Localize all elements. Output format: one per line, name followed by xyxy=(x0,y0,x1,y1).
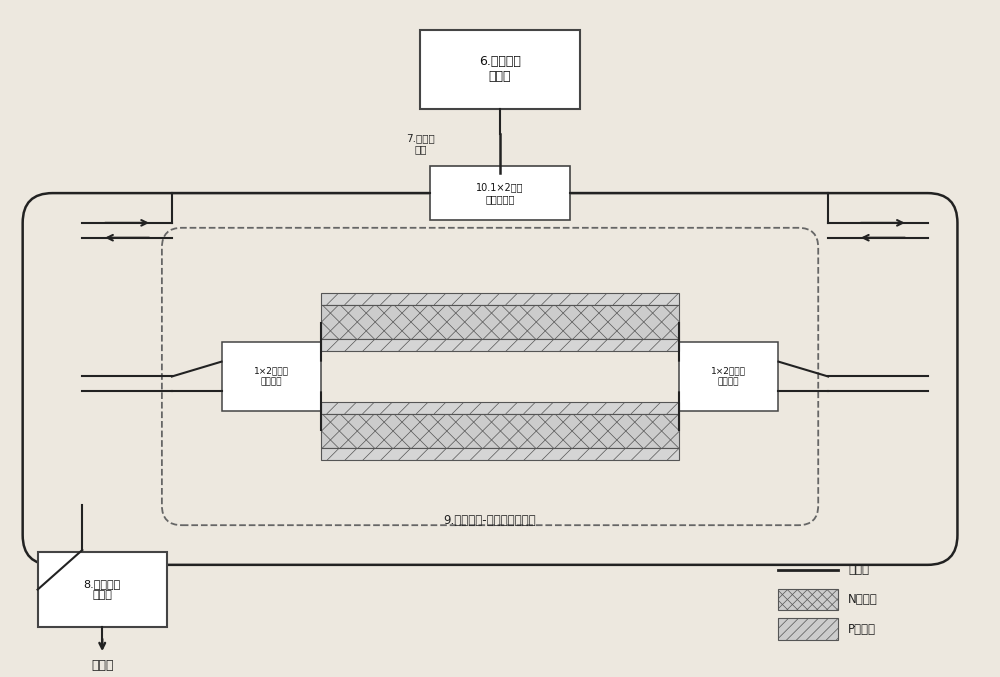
Bar xyxy=(679,342,778,411)
Bar xyxy=(321,292,679,305)
Bar xyxy=(430,166,570,221)
Bar xyxy=(321,448,679,460)
Bar xyxy=(778,618,838,640)
Text: 1×2多模干
涉耦合器: 1×2多模干 涉耦合器 xyxy=(254,367,289,386)
Text: P型掺杂: P型掺杂 xyxy=(848,623,876,636)
Bar xyxy=(321,414,679,448)
Text: 7.模式转
换器: 7.模式转 换器 xyxy=(406,133,435,154)
Text: 光输出: 光输出 xyxy=(91,659,113,672)
Bar xyxy=(321,305,679,339)
Bar xyxy=(321,401,679,414)
Bar xyxy=(420,30,580,109)
Text: 9.电调马赫-增德尔干涉结构: 9.电调马赫-增德尔干涉结构 xyxy=(444,514,536,527)
Bar xyxy=(778,588,838,611)
Bar xyxy=(321,339,679,351)
Text: 8.热调微环
谐振器: 8.热调微环 谐振器 xyxy=(84,579,121,600)
Text: 10.1×2多模
干涉耦合器: 10.1×2多模 干涉耦合器 xyxy=(476,182,524,204)
Bar xyxy=(222,342,321,411)
Text: 硅波导: 硅波导 xyxy=(848,563,869,576)
Text: N型掺杂: N型掺杂 xyxy=(848,593,878,606)
Bar xyxy=(38,552,167,627)
Text: 6.半导体光
放大器: 6.半导体光 放大器 xyxy=(479,56,521,83)
Text: 1×2多模干
涉耦合器: 1×2多模干 涉耦合器 xyxy=(711,367,746,386)
